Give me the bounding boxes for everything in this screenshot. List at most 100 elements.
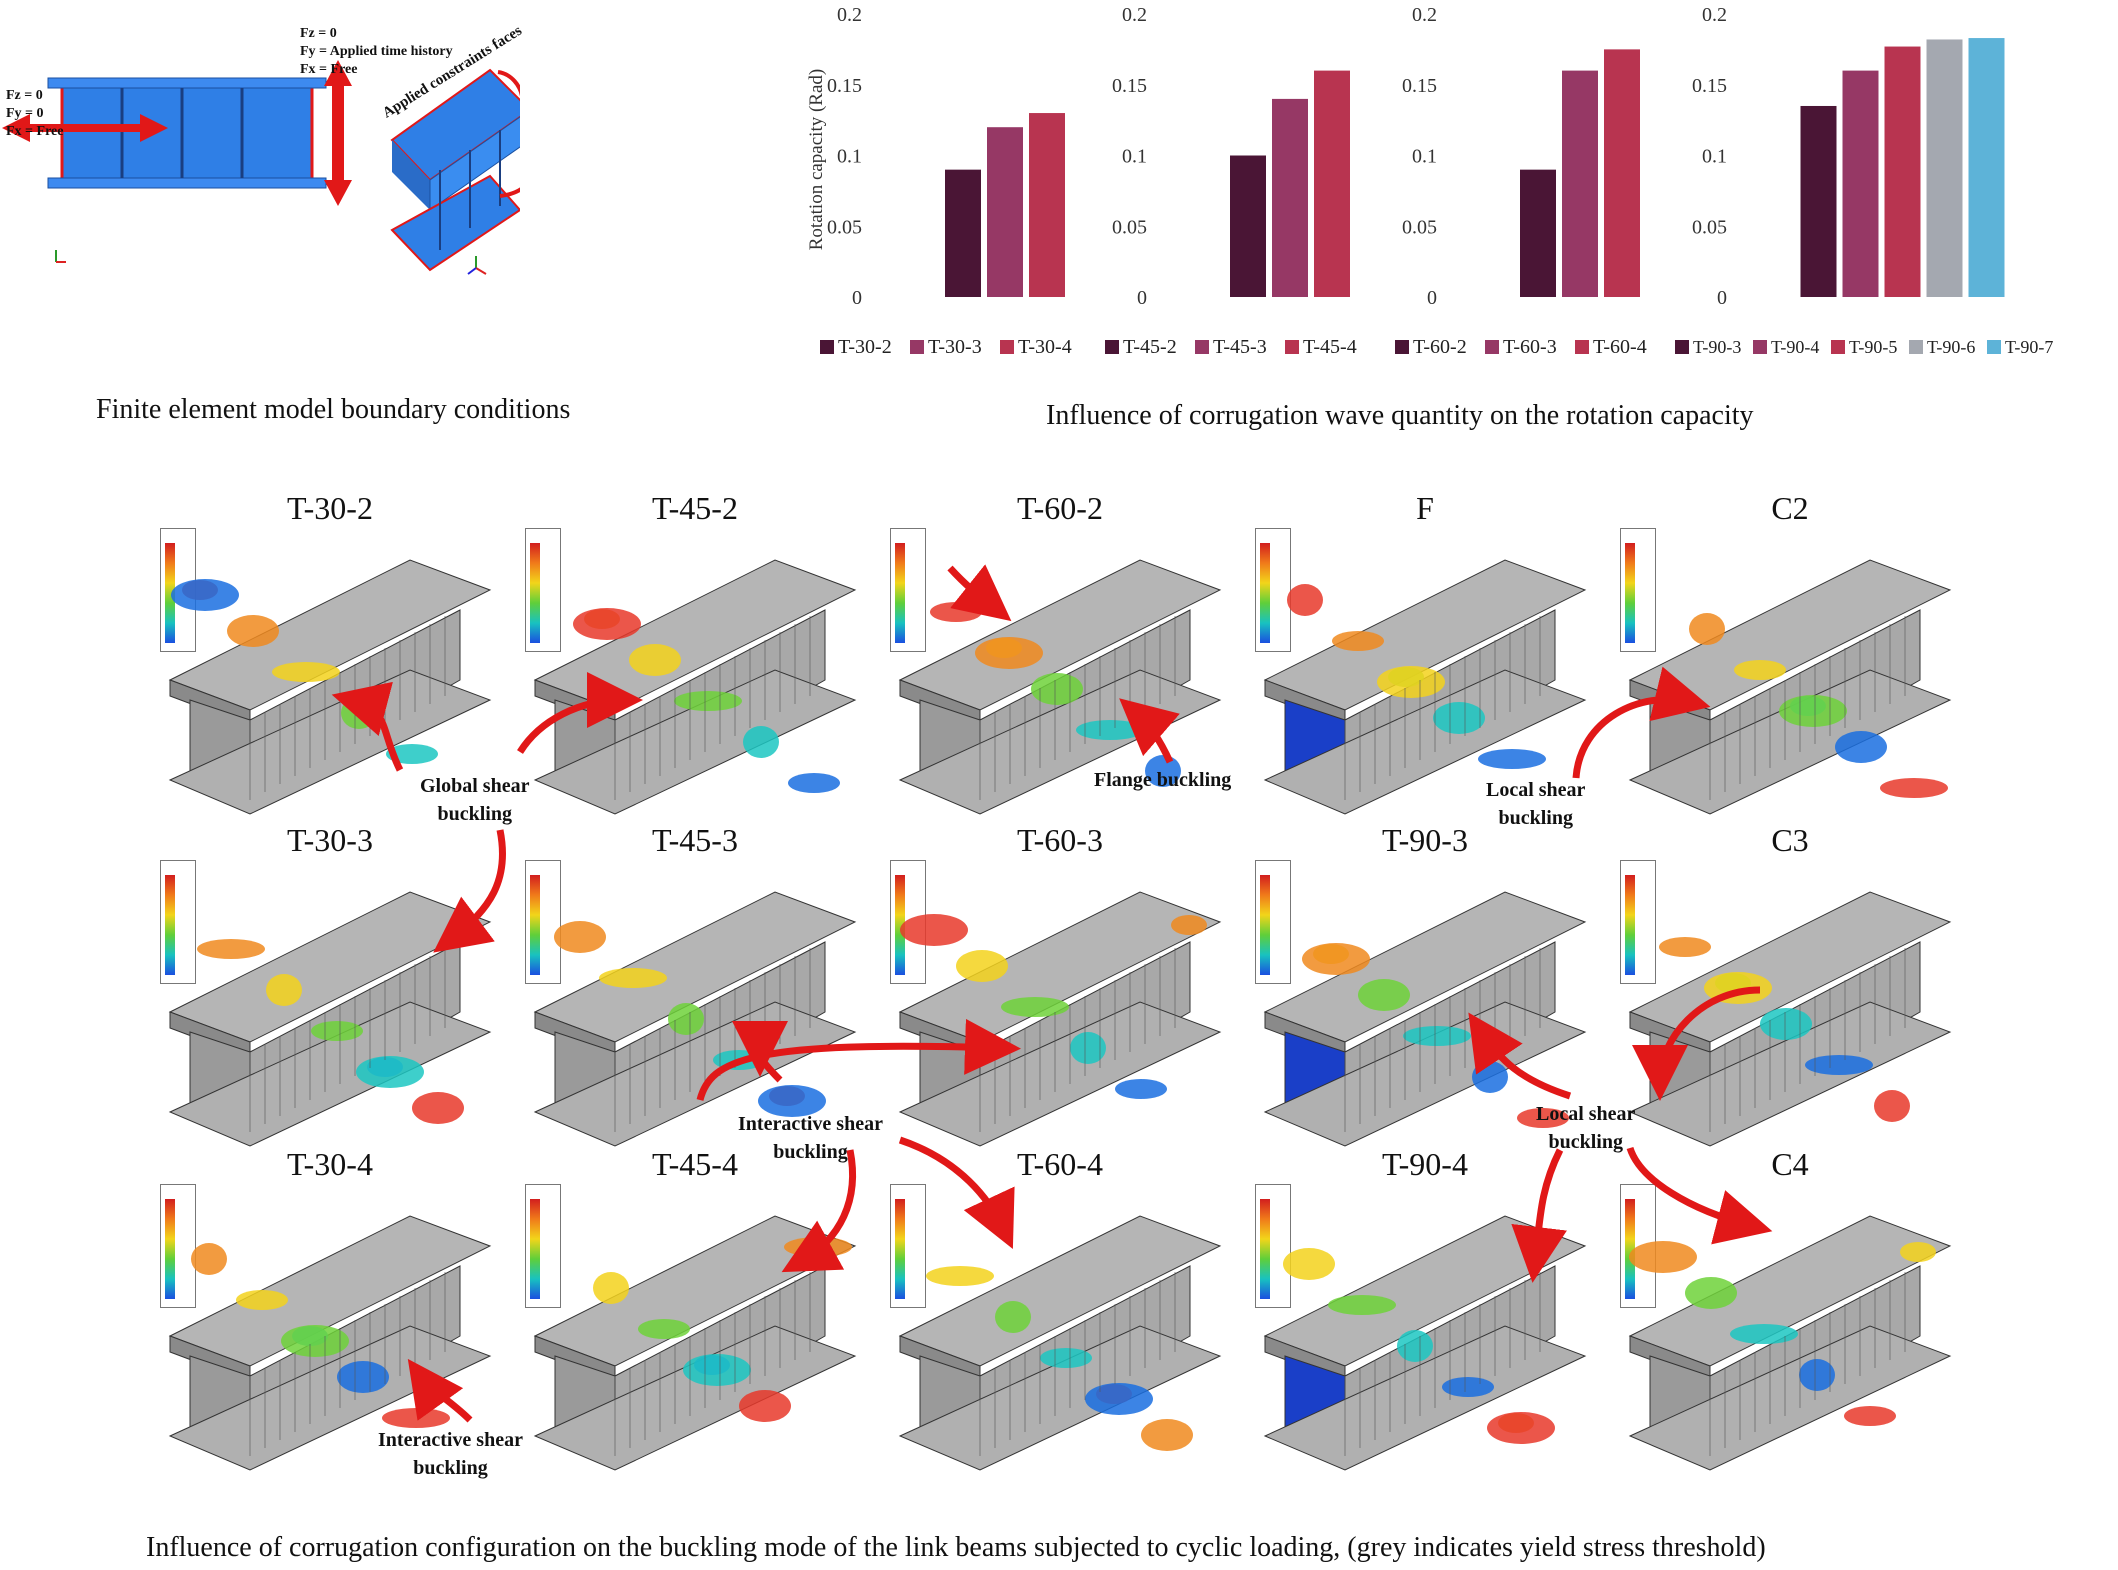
legend-label-T-60-2: T-60-2 (1413, 336, 1467, 358)
bar-T-90-3 (1800, 105, 1837, 297)
legend-label-T-45-4: T-45-4 (1303, 336, 1357, 358)
y-tick-label: 0.1 (1412, 146, 1437, 168)
stress-legend (525, 528, 561, 652)
legend-label-T-45-3: T-45-3 (1213, 336, 1267, 358)
bar-T-90-4 (1842, 70, 1879, 297)
caption-fe-model: Finite element model boundary conditions (96, 394, 571, 425)
annotation-interactive-shear-2: Interactive shear buckling (378, 1429, 523, 1479)
legend-swatch-T-30-3 (910, 340, 924, 354)
bar-T-60-3 (1562, 70, 1598, 297)
y-tick-label: 0.05 (1402, 216, 1437, 238)
panel-title: T-45-3 (652, 822, 738, 858)
stress-legend (1255, 1184, 1291, 1308)
bc-top-fx: Fx = Free (300, 62, 358, 77)
legend-label-T-90-7: T-90-7 (2005, 337, 2053, 357)
y-tick-label: 0 (1137, 287, 1147, 309)
fe-panel-T-90-4: T-90-4 (1255, 1146, 1595, 1476)
panel-title: T-45-2 (652, 490, 738, 526)
y-tick-label: 0.1 (1702, 146, 1727, 168)
stress-legend (1620, 860, 1656, 984)
stress-legend (525, 860, 561, 984)
panel-title: T-30-2 (287, 490, 373, 526)
fe-panel-T-45-3: T-45-3 (525, 822, 865, 1152)
y-tick-label: 0.05 (1692, 216, 1727, 238)
beam-mesh (1628, 559, 1952, 815)
bar-T-90-7 (1968, 38, 2005, 298)
stress-legend (160, 860, 196, 984)
panel-title: T-30-3 (287, 822, 373, 858)
legend-swatch-T-60-4 (1575, 340, 1589, 354)
bar-T-45-3 (1272, 98, 1308, 298)
bar-T-90-6 (1926, 39, 1963, 297)
bar-T-30-4 (1029, 113, 1065, 297)
legend-label-T-60-4: T-60-4 (1593, 336, 1647, 358)
legend-swatch-T-30-4 (1000, 340, 1014, 354)
rotation-capacity-charts: 0 0.05 0.1 0.15 0.2 T-30-2 T-30-3 T-30-4 Rotatio… (806, 4, 2053, 358)
bc-top-fy: Fy = Applied time history (300, 44, 453, 59)
y-tick-label: 0.2 (837, 4, 862, 26)
bc-left-fx: Fx = Free (6, 124, 64, 139)
legend-swatch-T-90-6 (1909, 340, 1923, 354)
y-tick-label: 0 (1717, 287, 1727, 309)
y-tick-label: 0.15 (1692, 75, 1727, 97)
fe-panel-C2: C2 (1620, 490, 1960, 820)
beam-mesh (533, 1215, 857, 1471)
stress-legend (160, 1184, 196, 1308)
beam-mesh (1263, 559, 1587, 815)
fe-panel-T-60-3: T-60-3 (890, 822, 1230, 1152)
caption-rotation: Influence of corrugation wave quantity o… (1046, 400, 1754, 431)
legend-swatch-T-90-7 (1987, 340, 2001, 354)
legend-label-T-90-4: T-90-4 (1771, 337, 1819, 357)
fe-panel-C4: C4 (1620, 1146, 1960, 1476)
beam-mesh (168, 891, 492, 1147)
y-tick-label: 0 (852, 287, 862, 309)
y-tick-label: 0.15 (827, 75, 862, 97)
annotation-local-shear-2: Local shear buckling (1536, 1103, 1636, 1153)
panel-title: C4 (1771, 1146, 1809, 1182)
legend-label-T-30-4: T-30-4 (1018, 336, 1072, 358)
legend-label-T-60-3: T-60-3 (1503, 336, 1557, 358)
legend-swatch-T-45-2 (1105, 340, 1119, 354)
y-tick-label: 0.15 (1402, 75, 1437, 97)
bc-top-fz: Fz = 0 (300, 26, 337, 41)
panel-title: T-30-4 (287, 1146, 373, 1182)
annotation-local-shear-1: Local shear buckling (1486, 779, 1586, 829)
stress-legend (890, 528, 926, 652)
beam-mesh (1628, 891, 1952, 1147)
y-tick-label: 0.1 (1122, 146, 1147, 168)
legend-label-T-90-5: T-90-5 (1849, 337, 1897, 357)
beam-mesh (533, 559, 857, 815)
fe-panel-T-45-4: T-45-4 (525, 1146, 865, 1476)
annotation-interactive-shear-1: Interactive shear buckling (738, 1113, 883, 1163)
bar-T-60-4 (1604, 49, 1640, 297)
beam-mesh (1263, 1215, 1587, 1471)
panel-title: T-60-2 (1017, 490, 1103, 526)
fe-panel-T-30-3: T-30-3 (160, 822, 500, 1152)
legend-swatch-T-90-3 (1675, 340, 1689, 354)
legend-label-T-30-3: T-30-3 (928, 336, 982, 358)
panel-title: T-45-4 (652, 1146, 738, 1182)
panel-title: T-60-3 (1017, 822, 1103, 858)
caption-buckling: Influence of corrugation configuration o… (146, 1532, 1766, 1563)
beam-web (60, 84, 314, 184)
y-tick-label: 0.05 (1112, 216, 1147, 238)
y-tick-label: 0.2 (1412, 4, 1437, 26)
legend-label-T-30-2: T-30-2 (838, 336, 892, 358)
panel-title: F (1416, 490, 1434, 526)
fe-panel-F: F (1255, 490, 1595, 820)
annotation-flange-buckling: Flange buckling (1094, 769, 1232, 791)
panel-title: T-90-3 (1382, 822, 1468, 858)
stress-legend (1255, 860, 1291, 984)
y-tick-label: 0.2 (1702, 4, 1727, 26)
bar-T-45-4 (1314, 70, 1350, 297)
legend-swatch-T-60-3 (1485, 340, 1499, 354)
legend-swatch-T-90-5 (1831, 340, 1845, 354)
bar-T-60-2 (1520, 169, 1556, 297)
legend-swatch-T-90-4 (1753, 340, 1767, 354)
beam-mesh (1628, 1215, 1952, 1471)
y-tick-label: 0 (1427, 287, 1437, 309)
y-axis-label: Rotation capacity (Rad) (806, 69, 827, 251)
panel-title: C2 (1771, 490, 1809, 526)
axis-triad-icon (55, 250, 487, 275)
